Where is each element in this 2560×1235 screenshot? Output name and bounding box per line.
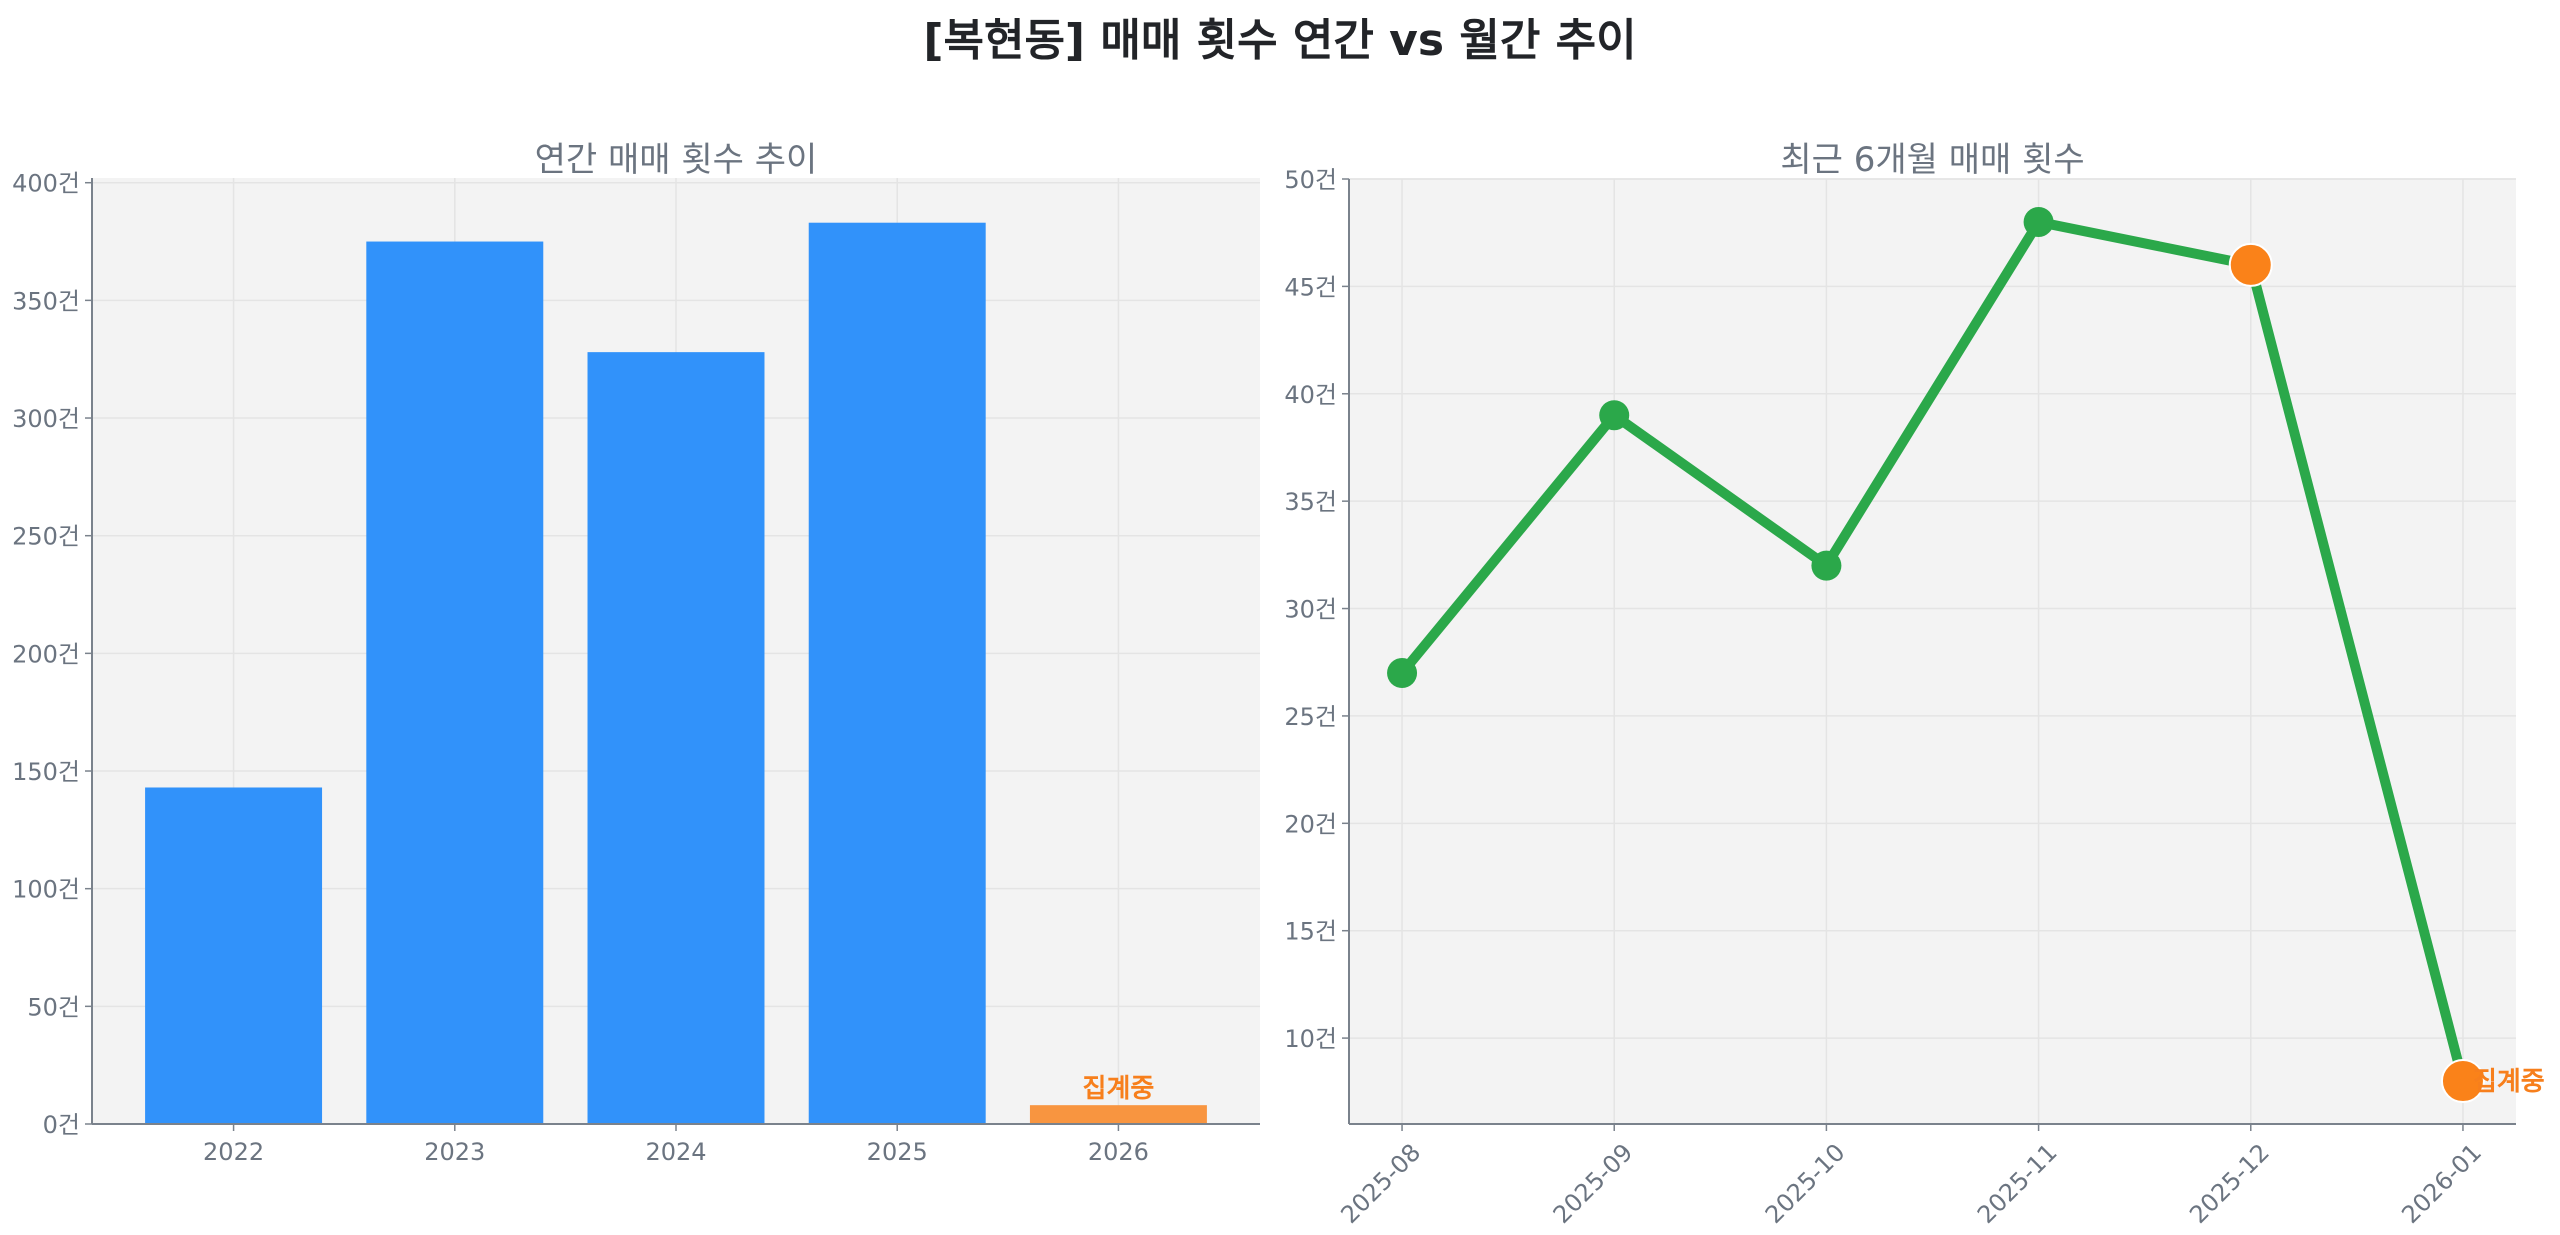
series-line — [1398, 216, 2468, 1083]
bar-2022 — [145, 787, 323, 1124]
data-point — [2023, 206, 2054, 237]
x-tick-label: 2025-12 — [2184, 1138, 2275, 1229]
x-tick-label: 2024 — [645, 1138, 706, 1166]
x-tick-label: 2025-08 — [1335, 1138, 1426, 1229]
monthly-line-chart: 집계중 10건 15건 20건 25건 30건 35건 40건 45건 50건 2025-08 202… — [1284, 166, 2545, 1229]
bar-2023 — [366, 241, 544, 1125]
bar-2024 — [587, 352, 765, 1125]
y-tick-label: 15건 — [1284, 918, 1337, 946]
status-annotation: 집계중 — [1083, 1074, 1155, 1104]
y-tick-label: 20건 — [1284, 810, 1337, 838]
y-tick-label: 250건 — [12, 523, 80, 551]
y-tick-label: 300건 — [12, 405, 80, 433]
bar-2025 — [808, 222, 986, 1125]
figure-title: [복현동] 매매 횟수 연간 vs 월간 추이 — [923, 15, 1637, 66]
x-tick-label: 2023 — [424, 1138, 485, 1166]
x-tick-label: 2026-01 — [2396, 1138, 2487, 1229]
x-tick-label: 2025-10 — [1760, 1138, 1851, 1229]
x-tick-label: 2022 — [203, 1138, 264, 1166]
data-point — [1387, 657, 1418, 688]
y-tick-label: 50건 — [27, 993, 80, 1021]
y-tick-label: 25건 — [1284, 703, 1337, 731]
right-chart-title: 최근 6개월 매매 횟수 — [1780, 140, 2085, 180]
y-tick-label: 30건 — [1284, 596, 1337, 624]
y-tick-label: 45건 — [1284, 273, 1337, 301]
y-tick-label: 400건 — [12, 170, 80, 198]
y-tick-label: 0건 — [43, 1111, 80, 1139]
x-tick-label: 2025 — [867, 1138, 928, 1166]
highlight-point — [2228, 242, 2273, 287]
status-annotation: 집계중 — [2473, 1067, 2545, 1097]
y-tick-label: 50건 — [1284, 166, 1337, 194]
x-tick-label: 2025-09 — [1548, 1138, 1639, 1229]
highlight-point — [2440, 1059, 2485, 1104]
y-tick-label: 350건 — [12, 287, 80, 315]
y-tick-label: 35건 — [1284, 488, 1337, 516]
x-tick-label: 2025-11 — [1972, 1138, 2063, 1229]
data-point — [1599, 400, 1630, 431]
left-chart-title: 연간 매매 횟수 추이 — [534, 140, 818, 180]
plot-area — [1349, 179, 2516, 1124]
y-tick-label: 200건 — [12, 640, 80, 668]
y-tick-label: 10건 — [1284, 1025, 1337, 1053]
y-tick-label: 40건 — [1284, 381, 1337, 409]
x-tick-label: 2026 — [1088, 1138, 1149, 1166]
y-tick-label: 100건 — [12, 876, 80, 904]
data-point — [1811, 550, 1842, 581]
bar-2026 — [1029, 1105, 1207, 1124]
annual-bar-chart: 집계중 0건 50건 100건 150건 200건 250건 300건 350건 400건 2022… — [12, 170, 1260, 1166]
y-tick-label: 150건 — [12, 758, 80, 786]
